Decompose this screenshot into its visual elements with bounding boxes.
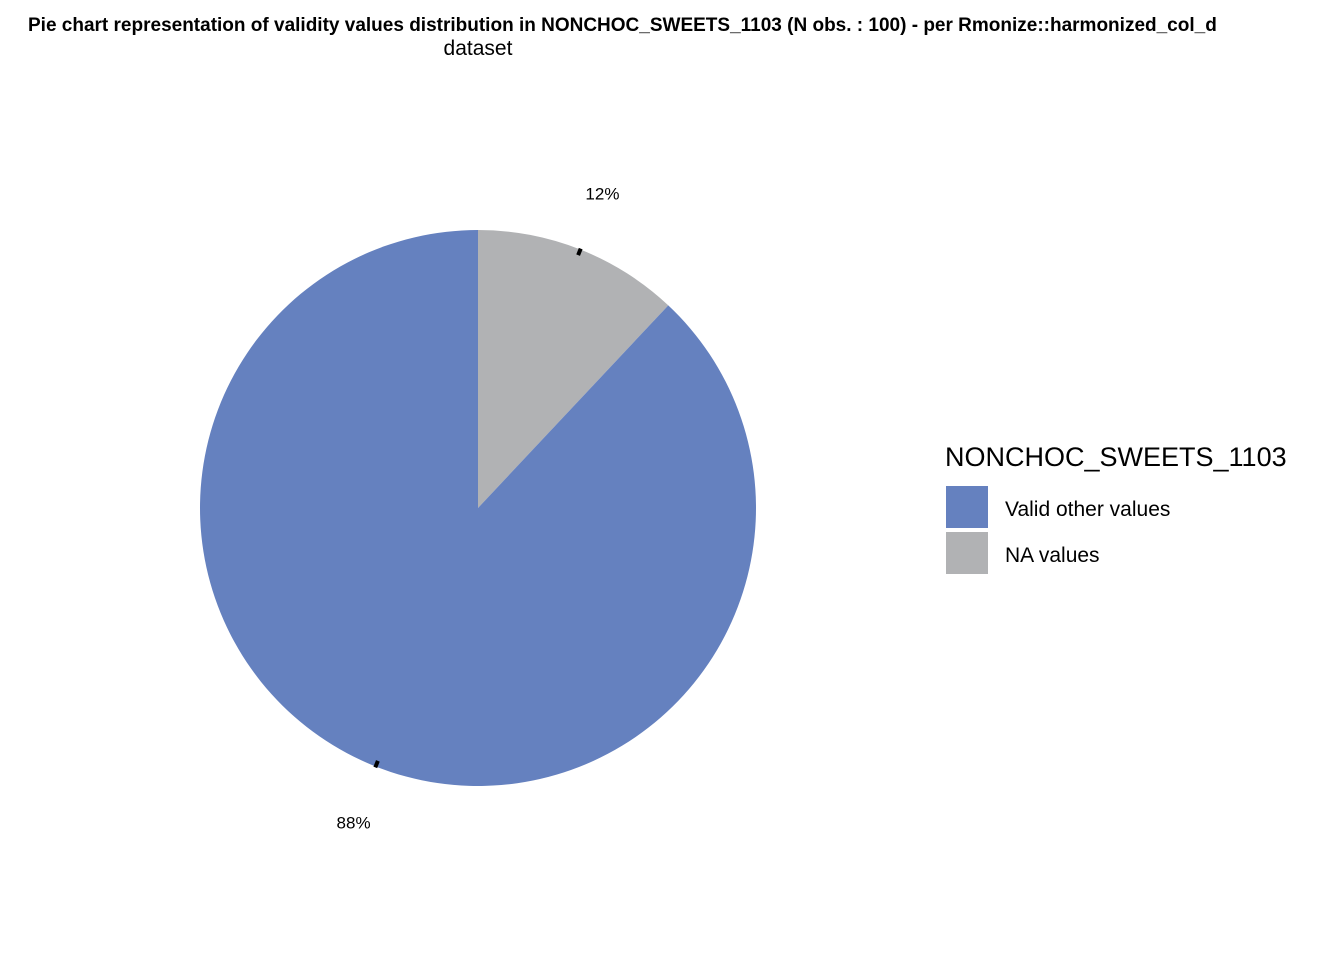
chart-title: Pie chart representation of validity val… bbox=[28, 15, 1217, 36]
pie-labels: 12% 88% bbox=[337, 185, 620, 833]
legend-items: Valid other values NA values bbox=[946, 486, 1170, 574]
legend-swatch-valid-other-values bbox=[946, 486, 988, 528]
pie-tick-valid-other-values bbox=[373, 760, 380, 769]
chart-subtitle: dataset bbox=[444, 37, 513, 60]
pie-slice-valid-other-values bbox=[199, 230, 756, 786]
legend-title: NONCHOC_SWEETS_1103 bbox=[945, 442, 1287, 472]
legend-label-valid-other-values: Valid other values bbox=[1005, 498, 1170, 521]
pie-slice-na-values bbox=[478, 230, 669, 508]
legend: NONCHOC_SWEETS_1103 Valid other values NA… bbox=[945, 442, 1287, 574]
pie-label-na-values: 12% bbox=[585, 185, 619, 204]
pie-label-valid-other-values: 88% bbox=[337, 813, 371, 832]
pie-tick-na-values bbox=[576, 247, 583, 256]
legend-label-na-values: NA values bbox=[1005, 544, 1100, 567]
legend-swatch-na-values bbox=[946, 532, 988, 574]
pie-group bbox=[199, 230, 756, 786]
